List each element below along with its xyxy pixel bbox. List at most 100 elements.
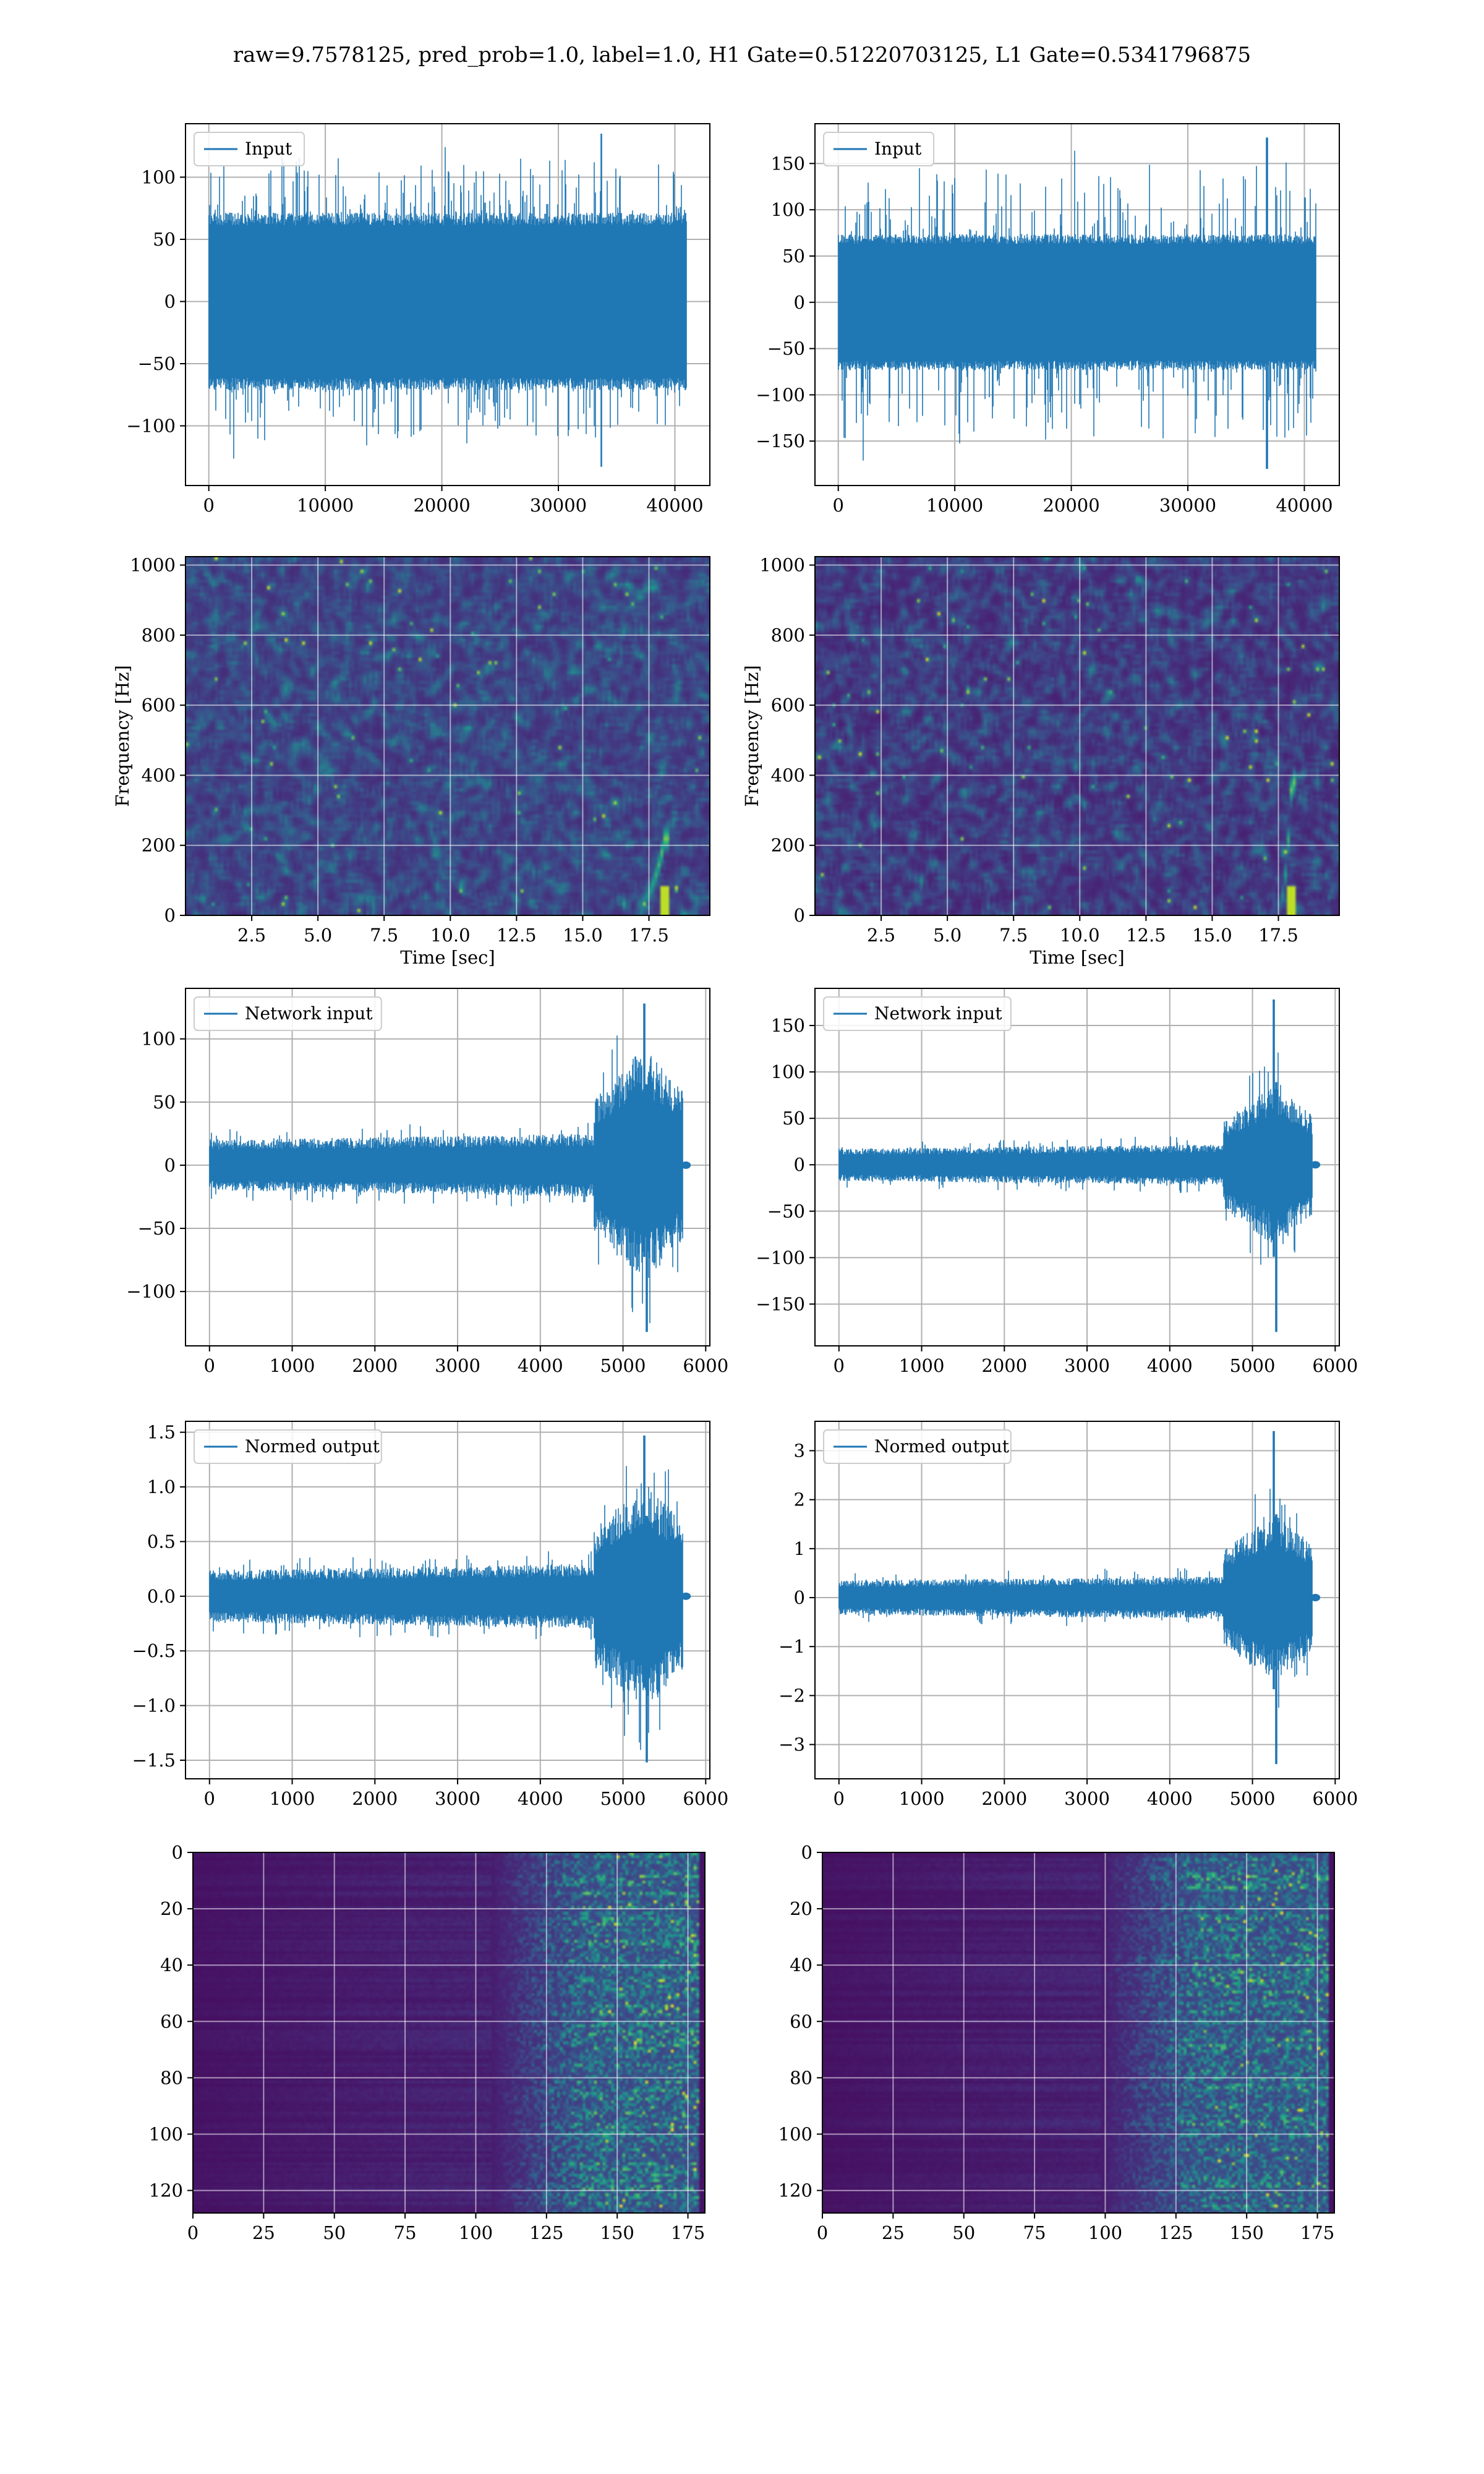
axes-frame (185, 123, 710, 486)
x-tick-label: 0 (817, 2222, 828, 2243)
x-tick-label: 3000 (1064, 1788, 1110, 1809)
panel-l1-spectrogram: 2.5 5.0 7.5 10.0 12.5 15.0 17.5 0 200 400 600 800 10… (741, 555, 1340, 968)
x-tick-label: 150 (600, 2222, 634, 2243)
x-tick-label: 5000 (600, 1788, 646, 1809)
x-axis-label: Time [sec] (1030, 947, 1124, 968)
y-tick-label: 100 (771, 199, 805, 220)
x-tick-label: 6000 (683, 1788, 728, 1809)
x-tick-label: 12.5 (1126, 925, 1166, 946)
y-tick-label: −2 (778, 1685, 805, 1706)
y-tick-label: 100 (771, 1061, 805, 1082)
y-tick-label: 0 (794, 1154, 805, 1175)
panel-h1-normed-output: 0 1000 2000 3000 4000 5000 6000 −1.5 −1.0 −0.5 0.0… (132, 1421, 728, 1809)
x-tick-label: 30000 (1159, 495, 1216, 516)
y-tick-label: 20 (790, 1898, 812, 1919)
legend: Input (194, 132, 305, 166)
y-tick-label: 3 (794, 1440, 805, 1462)
x-tick-label: 0 (187, 2222, 198, 2243)
x-tick-label: 2000 (981, 1355, 1027, 1376)
heatmap-image (822, 1852, 1334, 2213)
y-tick-label: 60 (160, 2011, 183, 2032)
series-end-marker (1310, 1594, 1321, 1602)
y-tick-label: −100 (126, 1281, 176, 1302)
axes-frame (185, 1421, 710, 1779)
legend-box (194, 1429, 382, 1464)
y-tick-label: 200 (142, 835, 176, 856)
x-tick-label: 0 (834, 1355, 845, 1376)
x-tick-label: 17.5 (1258, 925, 1298, 946)
legend-box (823, 1429, 1012, 1464)
panel-grid: 0 10000 20000 30000 40000−100−50050100Input0… (112, 123, 1358, 2243)
x-tick-label: 0 (204, 1788, 215, 1809)
y-tick-label: −150 (756, 1293, 805, 1314)
heatmap-image (193, 1852, 705, 2213)
panel-h1-feature-map: 0 25 50 75 100 125 150 175 0 20 40 60 80 100 120 (149, 1842, 706, 2243)
x-tick-label: 4000 (518, 1788, 563, 1809)
x-tick-label: 10.0 (430, 925, 471, 946)
y-tick-label: 80 (160, 2067, 183, 2088)
series-end-marker (681, 1161, 691, 1169)
legend-label: Input (245, 139, 292, 159)
y-tick-label: −100 (756, 384, 805, 405)
x-tick-label: 4000 (1147, 1355, 1193, 1376)
y-tick-label: 50 (153, 229, 176, 250)
x-tick-label: 10.0 (1060, 925, 1100, 946)
y-tick-label: −1.5 (132, 1750, 176, 1771)
x-tick-label: 5.0 (933, 925, 962, 946)
y-tick-label: −100 (126, 416, 176, 437)
y-axis-label: Frequency [Hz] (741, 665, 762, 807)
x-tick-label: 15.0 (563, 925, 603, 946)
x-tick-label: 2000 (981, 1788, 1027, 1809)
y-tick-label: 1.0 (147, 1476, 176, 1497)
x-tick-label: 5000 (1230, 1788, 1276, 1809)
series-line (208, 134, 687, 467)
y-tick-label: 0 (172, 1842, 183, 1863)
y-tick-label: 50 (782, 246, 805, 267)
y-axis-label: Frequency [Hz] (112, 665, 133, 807)
series-end-marker (681, 1592, 691, 1600)
x-tick-label: 25 (252, 2222, 275, 2243)
y-tick-label: 800 (771, 625, 805, 646)
x-tick-label: 40000 (1276, 495, 1333, 516)
y-tick-label: 0.0 (147, 1586, 176, 1607)
y-tick-label: 150 (771, 1015, 805, 1036)
x-tick-label: 3000 (1064, 1355, 1110, 1376)
legend-label: Network input (874, 1003, 1002, 1024)
y-tick-label: 0 (794, 905, 805, 926)
x-axis-label: Time [sec] (400, 947, 495, 968)
y-tick-label: 80 (790, 2067, 812, 2088)
x-tick-label: 17.5 (629, 925, 669, 946)
y-tick-label: 60 (790, 2011, 812, 2032)
axes-frame (814, 556, 1340, 916)
grid (815, 557, 1339, 916)
axes-frame (192, 1852, 706, 2214)
y-tick-label: 100 (142, 166, 176, 187)
x-tick-label: 6000 (1312, 1788, 1358, 1809)
y-tick-label: 0 (801, 1842, 812, 1863)
y-tick-label: 800 (142, 625, 176, 646)
x-tick-label: 1000 (899, 1788, 945, 1809)
x-tick-label: 4000 (518, 1355, 563, 1376)
x-tick-label: 7.5 (999, 925, 1028, 946)
x-tick-label: 15.0 (1192, 925, 1232, 946)
x-tick-label: 100 (459, 2222, 493, 2243)
legend-label: Network input (245, 1003, 373, 1024)
heatmap-image (815, 557, 1339, 915)
y-tick-label: 100 (149, 2123, 183, 2144)
y-tick-label: 400 (142, 764, 176, 785)
y-tick-label: −100 (756, 1247, 805, 1268)
series-line (838, 999, 1313, 1332)
y-tick-label: 100 (778, 2123, 812, 2144)
legend: Network input (194, 996, 382, 1031)
y-tick-label: 0 (164, 1155, 176, 1176)
y-tick-label: 0 (164, 905, 176, 926)
x-tick-label: 75 (1023, 2222, 1046, 2243)
legend-label: Input (874, 139, 922, 159)
x-tick-label: 150 (1230, 2222, 1264, 2243)
axes-frame (814, 988, 1340, 1346)
legend: Normed output (823, 1429, 1012, 1464)
axes-frame (814, 123, 1340, 486)
x-tick-label: 50 (323, 2222, 346, 2243)
x-tick-label: 10000 (926, 495, 983, 516)
